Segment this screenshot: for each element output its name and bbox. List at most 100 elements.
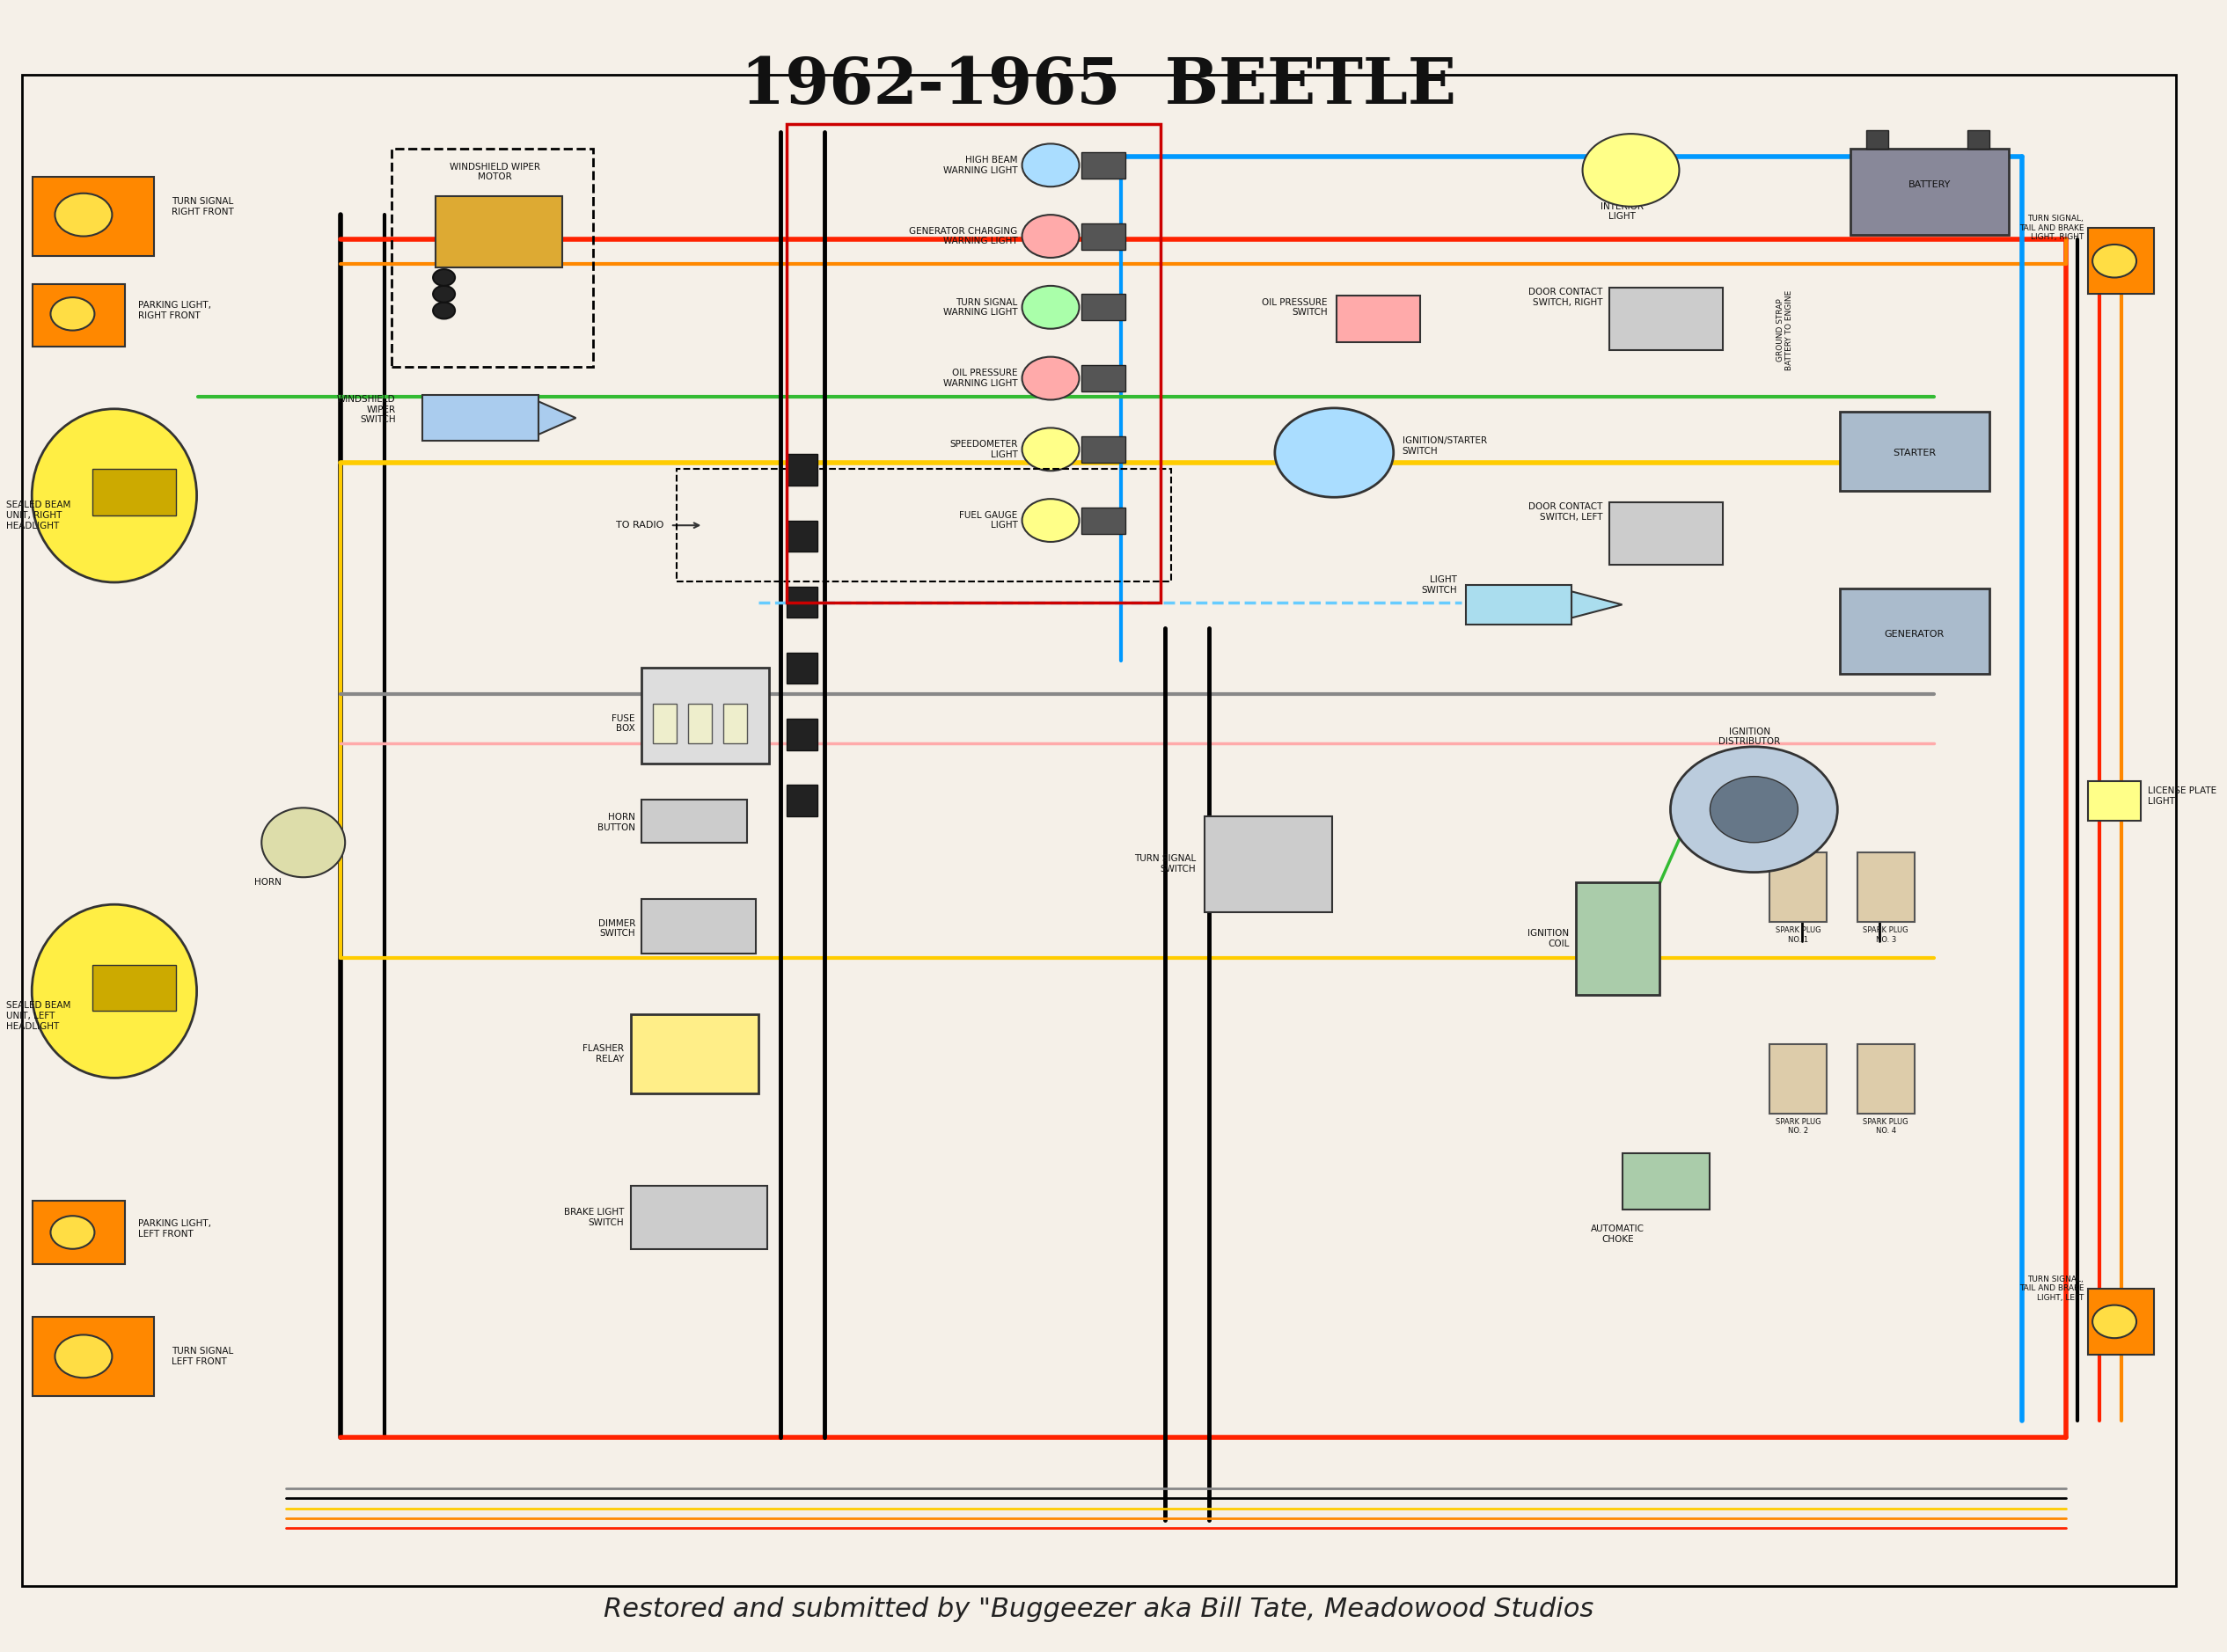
Text: GENERATOR CHARGING
WARNING LIGHT: GENERATOR CHARGING WARNING LIGHT [909, 226, 1018, 246]
Text: HORN: HORN [254, 877, 283, 887]
Bar [786, 719, 817, 750]
Text: LICENSE PLATE
LIGHT: LICENSE PLATE LIGHT [2147, 786, 2216, 806]
Bar [2089, 781, 2140, 821]
Bar [1770, 1044, 1826, 1113]
Bar [688, 704, 713, 743]
Circle shape [51, 297, 94, 330]
Text: TURN SIGNAL,
TAIL AND BRAKE
LIGHT, RIGHT: TURN SIGNAL, TAIL AND BRAKE LIGHT, RIGHT [2020, 215, 2084, 241]
Bar [1082, 436, 1125, 463]
Text: PARKING LIGHT,
RIGHT FRONT: PARKING LIGHT, RIGHT FRONT [138, 301, 212, 320]
Text: TURN SIGNAL
LEFT FRONT: TURN SIGNAL LEFT FRONT [171, 1346, 234, 1366]
Bar [630, 1186, 766, 1249]
Circle shape [1022, 499, 1080, 542]
Text: IGNITION
DISTRIBUTOR: IGNITION DISTRIBUTOR [1719, 727, 1779, 747]
Circle shape [56, 1335, 111, 1378]
Bar [786, 454, 817, 486]
Bar [786, 586, 817, 618]
Text: STARTER: STARTER [1893, 448, 1935, 458]
Circle shape [432, 302, 454, 319]
Bar [1851, 149, 2009, 235]
Text: HORN
BUTTON: HORN BUTTON [597, 813, 635, 833]
Circle shape [1710, 776, 1797, 843]
Bar [724, 704, 748, 743]
Text: TURN SIGNAL,
TAIL AND BRAKE
LIGHT, LEFT: TURN SIGNAL, TAIL AND BRAKE LIGHT, LEFT [2020, 1275, 2084, 1302]
Bar [1608, 287, 1724, 350]
Text: TO RADIO: TO RADIO [617, 520, 664, 530]
Text: IGNITION
COIL: IGNITION COIL [1528, 928, 1570, 948]
Bar [1608, 502, 1724, 565]
Bar [1082, 365, 1125, 392]
Text: DOOR CONTACT
SWITCH, RIGHT: DOOR CONTACT SWITCH, RIGHT [1528, 287, 1601, 307]
Text: OIL PRESSURE
WARNING LIGHT: OIL PRESSURE WARNING LIGHT [944, 368, 1018, 388]
Bar [91, 965, 176, 1011]
Circle shape [1022, 215, 1080, 258]
Text: GENERATOR: GENERATOR [1884, 629, 1944, 639]
Text: INTERIOR
LIGHT: INTERIOR LIGHT [1601, 202, 1644, 221]
Text: DOOR CONTACT
SWITCH, LEFT: DOOR CONTACT SWITCH, LEFT [1528, 502, 1601, 522]
Bar [630, 1014, 759, 1094]
Circle shape [432, 286, 454, 302]
Bar [1857, 852, 1915, 922]
Ellipse shape [31, 410, 196, 583]
Bar [1082, 223, 1125, 249]
Bar [1082, 152, 1125, 178]
Bar [786, 785, 817, 816]
Bar [1621, 1153, 1710, 1209]
Text: SPARK PLUG
NO. 3: SPARK PLUG NO. 3 [1864, 927, 1909, 943]
Bar [653, 704, 677, 743]
Bar [1082, 507, 1125, 534]
Bar [641, 800, 748, 843]
Bar [1336, 296, 1421, 342]
Text: WINDSHIELD
WIPER
SWITCH: WINDSHIELD WIPER SWITCH [336, 395, 396, 425]
Circle shape [2093, 244, 2136, 278]
Bar [421, 395, 539, 441]
Bar [641, 899, 757, 953]
Text: OIL PRESSURE
SWITCH: OIL PRESSURE SWITCH [1263, 297, 1327, 317]
Bar [1770, 852, 1826, 922]
Bar [641, 667, 768, 763]
Text: SPEEDOMETER
LIGHT: SPEEDOMETER LIGHT [949, 439, 1018, 459]
Text: DIMMER
SWITCH: DIMMER SWITCH [597, 919, 635, 938]
Circle shape [56, 193, 111, 236]
Text: SEALED BEAM
UNIT, RIGHT
HEADLIGHT: SEALED BEAM UNIT, RIGHT HEADLIGHT [7, 501, 71, 530]
Bar [2089, 228, 2154, 294]
Bar [786, 653, 817, 684]
Circle shape [51, 1216, 94, 1249]
Bar [33, 1201, 125, 1264]
Bar [1082, 294, 1125, 320]
Polygon shape [539, 401, 577, 434]
Circle shape [1022, 357, 1080, 400]
Bar [1465, 585, 1572, 624]
Bar [1205, 816, 1332, 912]
Circle shape [1670, 747, 1837, 872]
Text: AUTOMATIC
CHOKE: AUTOMATIC CHOKE [1590, 1224, 1644, 1244]
Circle shape [2093, 1305, 2136, 1338]
Bar [1840, 411, 1989, 491]
Bar [1966, 131, 1989, 149]
Bar [91, 469, 176, 515]
Polygon shape [1572, 591, 1621, 618]
Circle shape [1022, 286, 1080, 329]
Text: FUSE
BOX: FUSE BOX [612, 714, 635, 733]
Bar [33, 177, 154, 256]
Bar [33, 284, 125, 347]
Text: FLASHER
RELAY: FLASHER RELAY [583, 1044, 624, 1064]
Text: SEALED BEAM
UNIT, LEFT
HEADLIGHT: SEALED BEAM UNIT, LEFT HEADLIGHT [7, 1001, 71, 1031]
Text: Restored and submitted by "Buggeezer aka Bill Tate, Meadowood Studios: Restored and submitted by "Buggeezer aka… [604, 1597, 1595, 1622]
Bar [1857, 1044, 1915, 1113]
Text: SPARK PLUG
NO. 2: SPARK PLUG NO. 2 [1775, 1118, 1822, 1135]
Text: BATTERY: BATTERY [1909, 180, 1951, 190]
Text: SPARK PLUG
NO. 4: SPARK PLUG NO. 4 [1864, 1118, 1909, 1135]
Bar [33, 1317, 154, 1396]
Circle shape [1022, 144, 1080, 187]
Text: WINDSHIELD WIPER
MOTOR: WINDSHIELD WIPER MOTOR [450, 162, 539, 182]
Text: BRAKE LIGHT
SWITCH: BRAKE LIGHT SWITCH [563, 1208, 624, 1227]
Text: LIGHT
SWITCH: LIGHT SWITCH [1421, 575, 1456, 595]
Bar [1577, 882, 1659, 995]
Bar [434, 197, 563, 268]
Circle shape [1274, 408, 1394, 497]
Bar [786, 520, 817, 552]
Bar [1866, 131, 1888, 149]
Text: 1962-1965  BEETLE: 1962-1965 BEETLE [742, 55, 1456, 117]
Text: SPARK PLUG
NO. 1: SPARK PLUG NO. 1 [1775, 927, 1822, 943]
